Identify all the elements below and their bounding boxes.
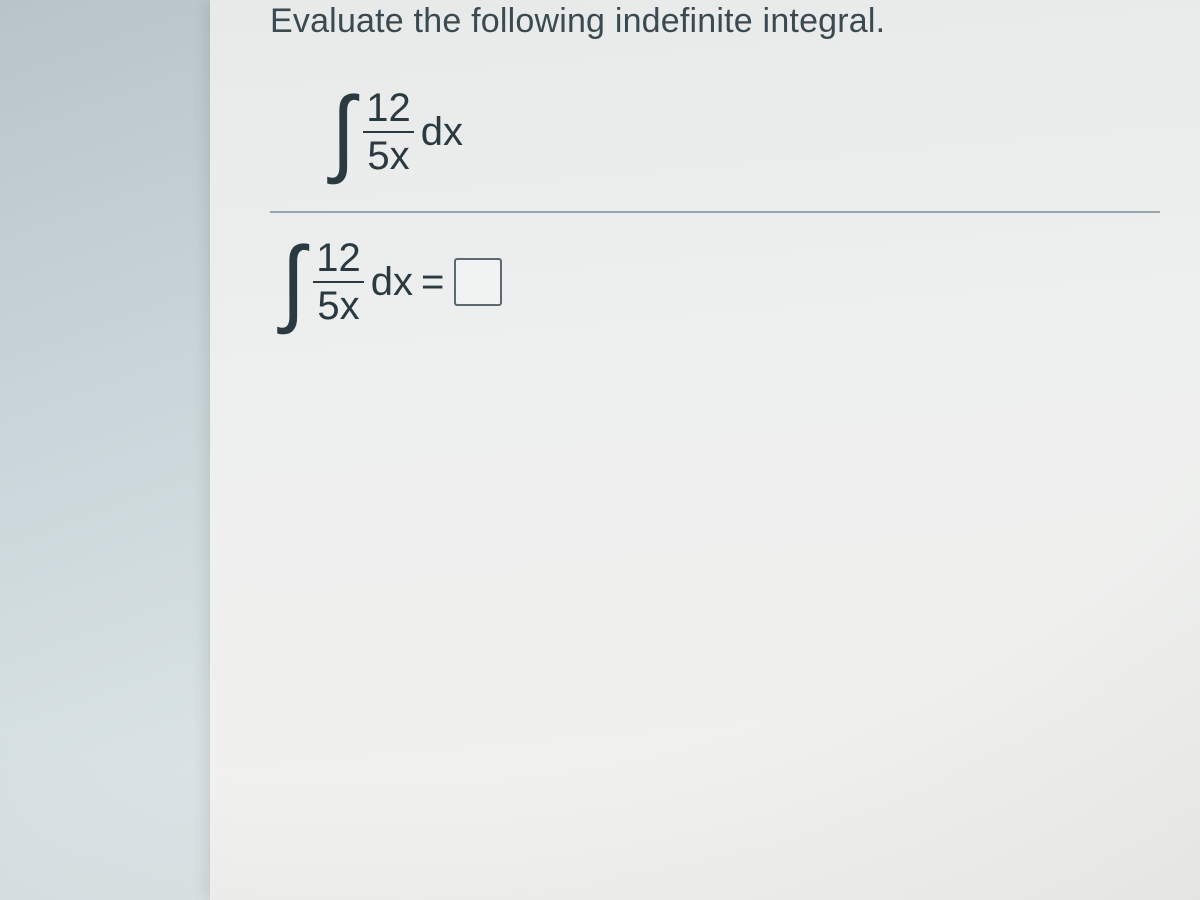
- fraction: 12 5x: [312, 237, 365, 327]
- differential: dx: [371, 260, 413, 305]
- fraction-numerator: 12: [362, 87, 415, 131]
- fraction-denominator: 5x: [313, 281, 363, 327]
- answer-row: ∫ 12 5x dx =: [280, 237, 1160, 327]
- question-prompt: Evaluate the following indefinite integr…: [270, 0, 1160, 59]
- fraction: 12 5x: [362, 87, 415, 177]
- integral-expression: ∫ 12 5x dx: [330, 87, 1160, 177]
- fraction-denominator: 5x: [363, 131, 413, 177]
- section-divider: [270, 211, 1160, 213]
- differential: dx: [421, 110, 463, 155]
- question-panel: Evaluate the following indefinite integr…: [210, 0, 1200, 900]
- answer-input[interactable]: [454, 258, 502, 306]
- fraction-numerator: 12: [312, 237, 365, 281]
- integral-sign-icon: ∫: [281, 244, 305, 321]
- integral-sign-icon: ∫: [331, 94, 355, 171]
- equals-sign: =: [421, 260, 444, 305]
